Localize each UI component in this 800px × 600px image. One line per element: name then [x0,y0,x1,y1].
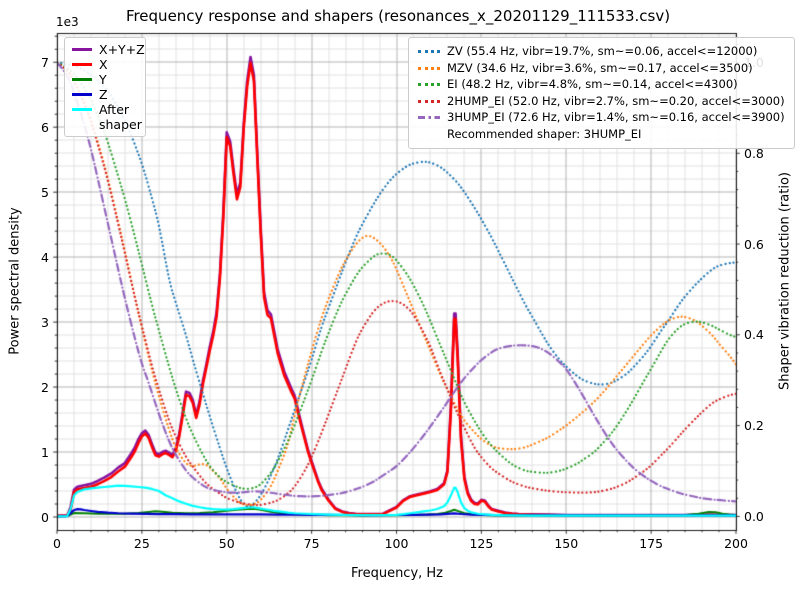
legend-entry: After shaper [72,102,142,132]
legend-entry: X+Y+Z [72,42,145,57]
legend-entry: Y [72,72,138,87]
y-left-tick-label: 1 [41,444,49,460]
y-left-tick-label: 4 [41,249,49,265]
legend-psd: X+Y+Z X Y Z After shaper [64,37,146,137]
y-left-tick-label: 3 [41,314,49,330]
legend-mzv-swatch [418,66,440,70]
legend-after-shaper-swatch [72,108,92,111]
legend-3hump_ei-label: 3HUMP_EI (72.6 Hz, vibr=1.4%, sm~=0.16, … [447,110,785,125]
x-tick-label: 200 [724,536,748,551]
legend-y-label: Y [99,72,107,87]
legend-recommended-swatch [418,133,440,136]
legend-z-label: Z [99,87,108,102]
legend-3hump_ei-swatch [418,116,440,120]
x-tick-label: 175 [639,536,664,551]
legend-zv-swatch [418,50,440,53]
legend-y-swatch [72,78,92,81]
y-right-tick-label: 0.2 [744,418,764,434]
legend-ei-swatch [418,83,440,87]
x-tick-label: 125 [469,536,494,551]
y-right-tick-label: 0.4 [744,327,764,343]
y-axis-label-left: Power spectral density [7,207,23,355]
y-right-tick-label: 0.6 [744,236,764,252]
legend-entry: Z [72,87,138,102]
legend-2hump_ei-label: 2HUMP_EI (52.0 Hz, vibr=2.7%, sm~=0.20, … [447,93,785,108]
x-axis-label: Frequency, Hz [350,566,444,581]
legend-shapers: ZV (55.4 Hz, vibr=19.7%, sm~=0.06, accel… [408,37,795,149]
legend-z-swatch [72,93,92,96]
legend-entry: X [72,57,138,72]
legend-after-shaper-label: After shaper [99,102,142,132]
legend-entry: ZV (55.4 Hz, vibr=19.7%, sm~=0.06, accel… [418,43,785,60]
legend-x-label: X [99,57,108,72]
legend-ei-label: EI (48.2 Hz, vibr=4.8%, sm~=0.14, accel<… [447,77,738,92]
x-tick-label: 100 [384,536,409,551]
y-left-tick-label: 0 [41,509,49,525]
y-left-tick-label: 6 [41,119,49,135]
legend-entry: Recommended shaper: 3HUMP_EI [418,126,785,143]
legend-recommended-label: Recommended shaper: 3HUMP_EI [447,126,642,141]
y-left-tick-label: 7 [41,54,49,70]
y-right-tick-label: 0.8 [744,145,764,161]
legend-entry: MZV (34.6 Hz, vibr=3.6%, sm~=0.17, accel… [418,60,785,77]
y-right-tick-label: 0.0 [744,508,764,524]
legend-x-y-z-swatch [72,48,92,51]
legend-entry: 3HUMP_EI (72.6 Hz, vibr=1.4%, sm~=0.16, … [418,109,785,126]
x-tick-label: 75 [303,536,320,551]
x-tick-label: 50 [218,536,235,551]
y-left-tick-label: 5 [41,184,49,200]
y-left-tick-label: 2 [41,379,49,395]
legend-x-swatch [72,63,92,66]
legend-entry: 2HUMP_EI (52.0 Hz, vibr=2.7%, sm~=0.20, … [418,93,785,110]
legend-entry: EI (48.2 Hz, vibr=4.8%, sm~=0.14, accel<… [418,76,785,93]
x-tick-label: 0 [53,536,61,551]
y-axis-offset-label: 1e3 [56,15,79,29]
y-axis-label-right: Shaper vibration reduction (ratio) [777,172,793,390]
legend-x-y-z-label: X+Y+Z [99,42,145,57]
x-tick-label: 25 [133,536,150,551]
x-tick-label: 150 [554,536,579,551]
chart-title: Frequency response and shapers (resonanc… [125,7,671,25]
legend-mzv-label: MZV (34.6 Hz, vibr=3.6%, sm~=0.17, accel… [447,60,753,75]
legend-2hump_ei-swatch [418,99,440,103]
legend-zv-label: ZV (55.4 Hz, vibr=19.7%, sm~=0.06, accel… [447,44,758,58]
